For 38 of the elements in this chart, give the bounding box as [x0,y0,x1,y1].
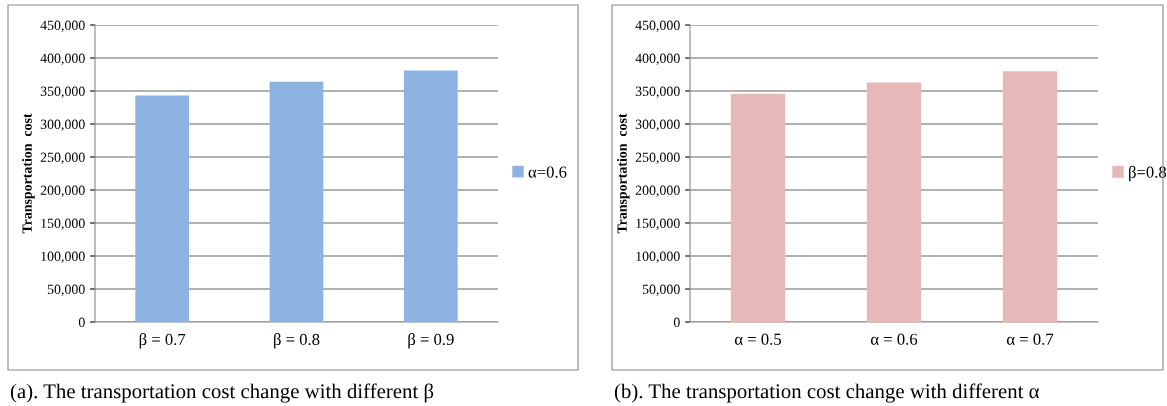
y-tick-label: 50,000 [642,284,680,296]
y-axis-title: Transportation cost [21,113,35,234]
y-tick-label: 400,000 [40,53,85,65]
legend-label: α=0.6 [528,166,567,178]
bar [730,93,786,322]
x-tick-label: α = 0.5 [734,333,781,345]
y-tick-label: 300,000 [40,119,85,131]
x-tick-label: α = 0.7 [1006,333,1054,345]
y-tick-label: 0 [673,317,680,327]
y-tick-label: 100,000 [41,251,85,263]
bar [135,95,190,322]
y-tick-label: 350,000 [635,86,680,98]
x-tick-label: β = 0.8 [274,333,320,349]
y-tick-label: 250,000 [40,152,85,164]
bar [269,81,324,322]
text: (a). The transportation cost change with different β [10,383,434,403]
bar [1002,71,1058,322]
y-tick-label: 350,000 [40,86,85,98]
x-tick-label: β = 0.7 [139,333,186,349]
y-tick-label: 450,000 [635,20,680,32]
y-tick-label: 0 [78,317,85,327]
y-axis-title: Transportation cost [616,113,630,234]
legend-label: β=0.8 [1129,165,1167,182]
bar [866,82,922,322]
text: (b). The transportation cost change with different α [614,383,1040,403]
y-tick-label: 400,000 [635,53,680,65]
y-tick-label: 200,000 [635,185,680,197]
x-tick-label: α = 0.6 [870,333,918,345]
y-tick-label: 50,000 [47,284,85,296]
y-tick-label: 250,000 [635,152,680,164]
y-tick-label: 300,000 [635,119,680,131]
bar [403,70,458,322]
y-tick-label: 150,000 [636,218,680,230]
y-tick-label: 150,000 [41,218,85,230]
y-tick-label: 100,000 [636,251,680,263]
x-tick-label: β = 0.9 [408,333,454,349]
y-tick-label: 450,000 [40,20,85,32]
y-tick-label: 200,000 [40,185,85,197]
